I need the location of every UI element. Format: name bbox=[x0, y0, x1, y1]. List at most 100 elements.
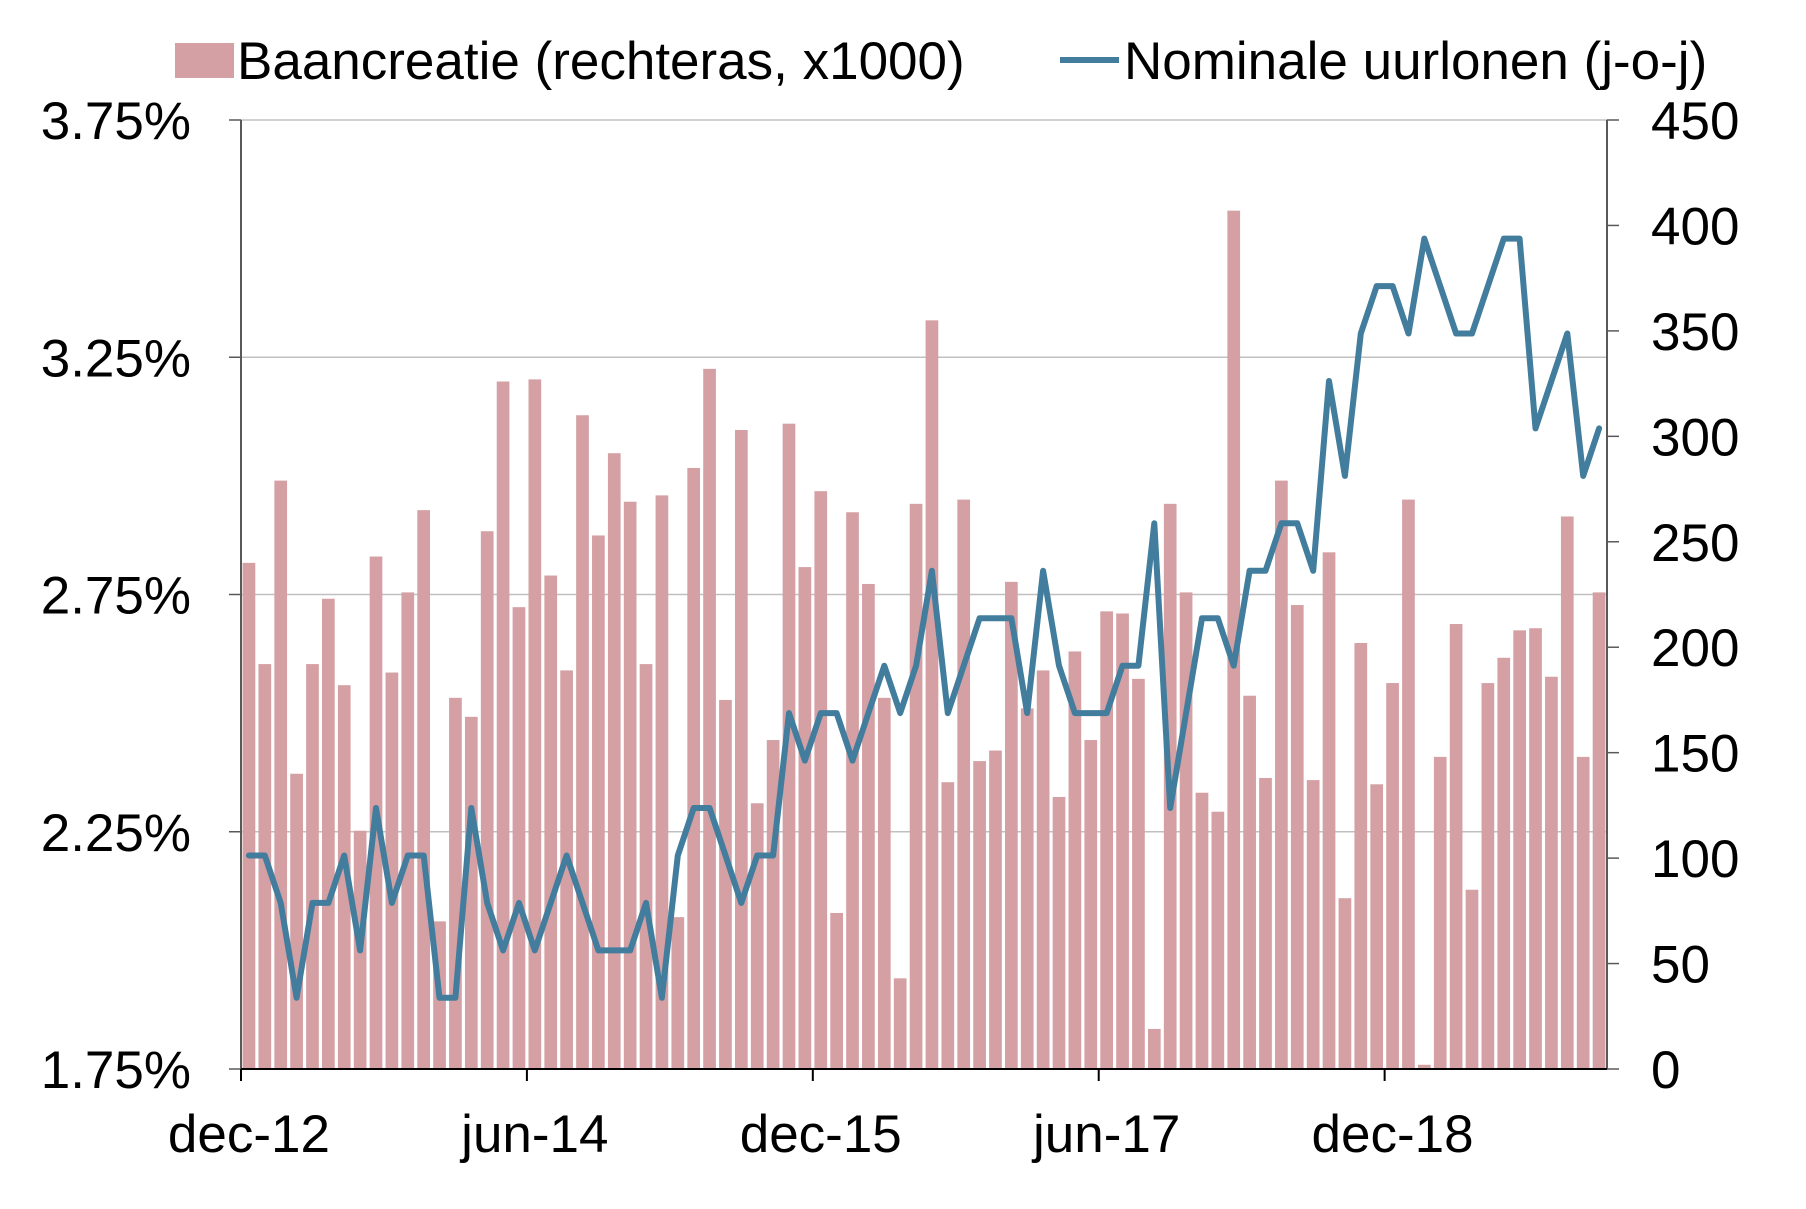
x-axis-tick-label: jun-14 bbox=[459, 1105, 608, 1164]
job-creation-bar bbox=[893, 978, 907, 1069]
left-axis-tick-label: 2.75% bbox=[41, 567, 191, 626]
job-creation-bar bbox=[1354, 643, 1368, 1069]
job-creation-bar bbox=[1052, 796, 1066, 1069]
job-creation-bar bbox=[1068, 651, 1082, 1069]
job-creation-bar bbox=[623, 501, 637, 1070]
job-creation-bar bbox=[1545, 676, 1558, 1069]
job-creation-bar bbox=[1513, 630, 1526, 1069]
job-creation-bar bbox=[544, 575, 558, 1069]
job-creation-bar bbox=[274, 480, 288, 1069]
job-creation-bar bbox=[290, 773, 303, 1069]
right-axis-tick-label: 250 bbox=[1651, 514, 1739, 573]
job-creation-bar bbox=[1084, 740, 1098, 1069]
right-axis-tick-label: 300 bbox=[1651, 408, 1739, 467]
job-creation-bar bbox=[877, 697, 891, 1069]
job-creation-bar bbox=[719, 699, 732, 1069]
job-creation-bar bbox=[941, 782, 955, 1069]
tick-labels: 1.75% 2.25% 2.75% 3.25% 3.75% 0 50 100 150 200 250… bbox=[41, 92, 1740, 1164]
job-creation-bar bbox=[862, 583, 875, 1069]
right-axis-tick-label: 150 bbox=[1651, 725, 1739, 784]
job-creation-bar bbox=[385, 672, 399, 1069]
job-creation-bar bbox=[1020, 708, 1034, 1069]
legend-label-wage-growth: Nominale uurlonen (j-o-j) bbox=[1124, 32, 1707, 91]
job-creation-bar bbox=[1132, 678, 1145, 1069]
job-creation-bar bbox=[1402, 499, 1415, 1070]
job-creation-bars bbox=[242, 210, 1606, 1070]
job-creation-bar bbox=[1147, 1028, 1161, 1069]
job-creation-bar bbox=[1529, 628, 1542, 1069]
wage-growth-line bbox=[245, 235, 1603, 1001]
job-creation-bar bbox=[464, 716, 478, 1069]
job-creation-bar bbox=[560, 670, 573, 1069]
job-creation-bar bbox=[1560, 516, 1574, 1069]
right-axis-tick-label: 200 bbox=[1651, 619, 1739, 678]
job-creation-bar bbox=[480, 531, 494, 1069]
job-creation-bar bbox=[258, 664, 272, 1069]
job-creation-bar bbox=[750, 803, 764, 1069]
left-axis-tick-label: 3.25% bbox=[41, 329, 191, 388]
job-creation-bar bbox=[687, 467, 701, 1069]
job-creation-bar bbox=[1179, 592, 1193, 1069]
legend-swatch-job-creation bbox=[175, 43, 234, 78]
job-creation-bar bbox=[528, 379, 542, 1070]
job-creation-bar bbox=[337, 685, 351, 1069]
job-creation-bar bbox=[1036, 670, 1050, 1069]
job-creation-bar bbox=[592, 535, 605, 1069]
job-creation-bar bbox=[1370, 784, 1384, 1069]
job-creation-bar bbox=[782, 423, 796, 1069]
job-creation-bar bbox=[1417, 1064, 1431, 1069]
x-axis-tick-label: dec-18 bbox=[1312, 1105, 1474, 1164]
legend-label-job-creation: Baancreatie (rechteras, x1000) bbox=[237, 32, 965, 91]
job-creation-bar bbox=[607, 453, 621, 1069]
right-axis-tick-label: 0 bbox=[1651, 1041, 1680, 1100]
job-creation-bar bbox=[814, 491, 828, 1070]
job-creation-bar bbox=[242, 562, 256, 1069]
left-axis-tick-label: 3.75% bbox=[41, 92, 191, 151]
x-axis-tick-label: dec-12 bbox=[168, 1105, 330, 1164]
job-creation-bar bbox=[1100, 611, 1114, 1069]
job-creation-bar bbox=[449, 697, 462, 1069]
job-creation-bar bbox=[989, 750, 1002, 1069]
x-axis-tick-label: jun-17 bbox=[1031, 1105, 1180, 1164]
job-creation-bar bbox=[1211, 811, 1225, 1069]
right-axis-tick-label: 100 bbox=[1651, 830, 1739, 889]
legend: Baancreatie (rechteras, x1000) Nominale … bbox=[175, 32, 1707, 91]
job-creation-bar bbox=[1227, 210, 1241, 1069]
right-axis-tick-label: 450 bbox=[1651, 92, 1739, 151]
job-creation-bar bbox=[1481, 683, 1495, 1069]
job-creation-bar bbox=[1338, 898, 1352, 1069]
x-axis-tick-label: dec-15 bbox=[740, 1105, 902, 1164]
job-creation-bar bbox=[703, 368, 716, 1069]
right-axis-tick-label: 50 bbox=[1651, 936, 1710, 995]
job-creation-bar bbox=[1306, 780, 1320, 1069]
left-axis-tick-label: 1.75% bbox=[41, 1041, 191, 1100]
job-creation-bar bbox=[671, 917, 685, 1069]
job-creation-bar bbox=[734, 430, 748, 1069]
job-creation-bar bbox=[1576, 756, 1590, 1069]
job-creation-bar bbox=[973, 761, 986, 1069]
job-creation-bar bbox=[1290, 605, 1304, 1069]
job-creation-bar bbox=[639, 664, 653, 1069]
job-creation-bar bbox=[925, 320, 939, 1069]
job-creation-bar bbox=[1497, 657, 1511, 1069]
job-creation-bar bbox=[401, 592, 415, 1069]
wage-growth-line-layer bbox=[245, 235, 1603, 1001]
job-creation-bar bbox=[576, 415, 589, 1069]
job-creation-bar bbox=[957, 499, 971, 1070]
job-creation-bar bbox=[1275, 480, 1288, 1069]
job-creation-bar bbox=[417, 510, 431, 1070]
job-creation-bar bbox=[1116, 613, 1129, 1069]
right-axis-tick-label: 350 bbox=[1651, 303, 1739, 362]
job-creation-bar bbox=[1449, 624, 1463, 1069]
job-creation-bar bbox=[496, 381, 510, 1070]
job-creation-bar bbox=[1465, 889, 1479, 1069]
axes bbox=[229, 119, 1619, 1081]
job-creation-bar bbox=[655, 495, 669, 1070]
right-axis-tick-label: 400 bbox=[1651, 197, 1739, 256]
left-axis-tick-label: 2.25% bbox=[41, 804, 191, 863]
job-creation-bar bbox=[1195, 792, 1209, 1069]
job-creation-bar bbox=[306, 664, 319, 1069]
job-creation-bar bbox=[1005, 581, 1018, 1069]
job-creation-bar bbox=[909, 503, 923, 1070]
